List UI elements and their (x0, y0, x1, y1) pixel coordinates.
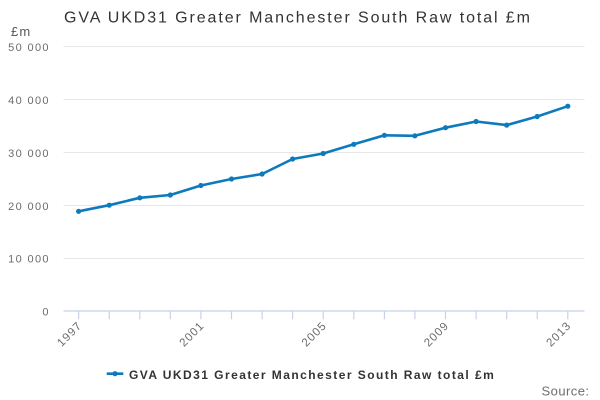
svg-text:40 000: 40 000 (8, 95, 50, 107)
svg-text:50 000: 50 000 (8, 42, 50, 54)
svg-text:Source:: Source: (542, 384, 590, 399)
svg-text:1997: 1997 (55, 320, 84, 349)
svg-text:2001: 2001 (178, 320, 207, 349)
svg-text:20 000: 20 000 (8, 201, 50, 213)
svg-text:2013: 2013 (545, 320, 574, 349)
svg-text:0: 0 (42, 307, 49, 319)
svg-text:10 000: 10 000 (8, 254, 50, 266)
svg-text:GVA UKD31 Greater Manchester S: GVA UKD31 Greater Manchester South Raw t… (129, 368, 495, 382)
svg-text:GVA UKD31 Greater Manchester S: GVA UKD31 Greater Manchester South Raw t… (64, 10, 532, 27)
svg-text:2005: 2005 (300, 320, 329, 349)
svg-text:30 000: 30 000 (8, 148, 50, 160)
svg-text:2009: 2009 (422, 320, 451, 349)
svg-text:£m: £m (11, 24, 31, 39)
